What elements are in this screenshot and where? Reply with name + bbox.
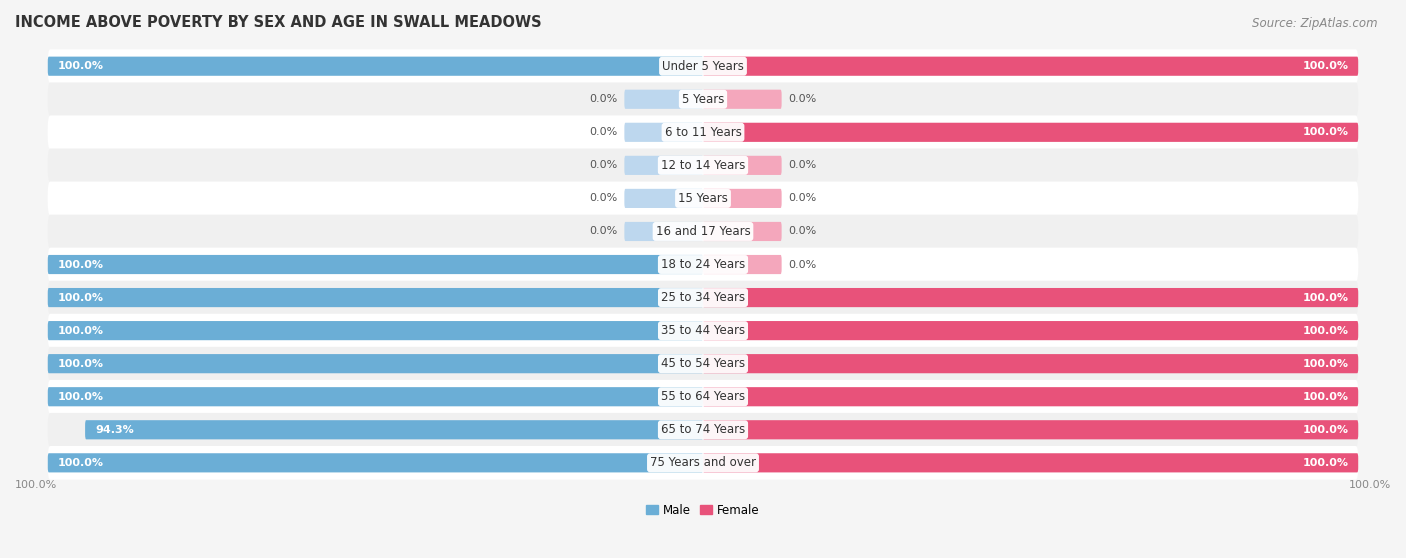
Text: 0.0%: 0.0% [789, 227, 817, 237]
FancyBboxPatch shape [703, 156, 782, 175]
FancyBboxPatch shape [624, 90, 703, 109]
FancyBboxPatch shape [48, 248, 1358, 281]
Text: 100.0%: 100.0% [1302, 425, 1348, 435]
Text: 100.0%: 100.0% [58, 359, 104, 369]
FancyBboxPatch shape [624, 189, 703, 208]
FancyBboxPatch shape [48, 281, 1358, 314]
Text: 0.0%: 0.0% [589, 227, 617, 237]
FancyBboxPatch shape [48, 446, 1358, 480]
FancyBboxPatch shape [703, 387, 1358, 406]
Legend: Male, Female: Male, Female [647, 504, 759, 517]
FancyBboxPatch shape [703, 288, 1358, 307]
FancyBboxPatch shape [48, 148, 1358, 182]
Text: 65 to 74 Years: 65 to 74 Years [661, 424, 745, 436]
FancyBboxPatch shape [703, 354, 1358, 373]
Text: 0.0%: 0.0% [589, 194, 617, 204]
FancyBboxPatch shape [48, 380, 1358, 413]
FancyBboxPatch shape [48, 413, 1358, 446]
Text: 16 and 17 Years: 16 and 17 Years [655, 225, 751, 238]
Text: 25 to 34 Years: 25 to 34 Years [661, 291, 745, 304]
FancyBboxPatch shape [48, 314, 1358, 348]
FancyBboxPatch shape [48, 181, 1358, 215]
Text: 0.0%: 0.0% [589, 160, 617, 170]
Text: 100.0%: 100.0% [1302, 392, 1348, 402]
Text: 100.0%: 100.0% [58, 392, 104, 402]
Text: 45 to 54 Years: 45 to 54 Years [661, 357, 745, 370]
Text: 94.3%: 94.3% [96, 425, 134, 435]
Text: 100.0%: 100.0% [1302, 359, 1348, 369]
Text: 0.0%: 0.0% [789, 194, 817, 204]
FancyBboxPatch shape [48, 453, 703, 473]
Text: 75 Years and over: 75 Years and over [650, 456, 756, 469]
Text: 100.0%: 100.0% [1348, 480, 1391, 490]
Text: 12 to 14 Years: 12 to 14 Years [661, 159, 745, 172]
FancyBboxPatch shape [48, 288, 703, 307]
FancyBboxPatch shape [48, 321, 703, 340]
Text: Under 5 Years: Under 5 Years [662, 60, 744, 73]
FancyBboxPatch shape [48, 255, 703, 274]
Text: 100.0%: 100.0% [1302, 458, 1348, 468]
Text: 5 Years: 5 Years [682, 93, 724, 106]
Text: 100.0%: 100.0% [58, 61, 104, 71]
FancyBboxPatch shape [48, 83, 1358, 116]
Text: 100.0%: 100.0% [58, 259, 104, 270]
Text: 100.0%: 100.0% [1302, 127, 1348, 137]
FancyBboxPatch shape [703, 321, 1358, 340]
Text: 100.0%: 100.0% [58, 458, 104, 468]
FancyBboxPatch shape [624, 222, 703, 241]
Text: 100.0%: 100.0% [58, 292, 104, 302]
FancyBboxPatch shape [86, 420, 703, 439]
Text: 6 to 11 Years: 6 to 11 Years [665, 126, 741, 139]
Text: 100.0%: 100.0% [58, 326, 104, 335]
Text: 0.0%: 0.0% [789, 259, 817, 270]
Text: INCOME ABOVE POVERTY BY SEX AND AGE IN SWALL MEADOWS: INCOME ABOVE POVERTY BY SEX AND AGE IN S… [15, 15, 541, 30]
FancyBboxPatch shape [703, 255, 782, 274]
Text: 0.0%: 0.0% [789, 160, 817, 170]
Text: 55 to 64 Years: 55 to 64 Years [661, 390, 745, 403]
FancyBboxPatch shape [703, 90, 782, 109]
FancyBboxPatch shape [48, 116, 1358, 149]
FancyBboxPatch shape [624, 156, 703, 175]
Text: 100.0%: 100.0% [1302, 326, 1348, 335]
Text: 15 Years: 15 Years [678, 192, 728, 205]
FancyBboxPatch shape [703, 222, 782, 241]
FancyBboxPatch shape [48, 215, 1358, 248]
Text: 100.0%: 100.0% [1302, 292, 1348, 302]
FancyBboxPatch shape [703, 420, 1358, 439]
Text: 35 to 44 Years: 35 to 44 Years [661, 324, 745, 337]
FancyBboxPatch shape [703, 189, 782, 208]
Text: 18 to 24 Years: 18 to 24 Years [661, 258, 745, 271]
FancyBboxPatch shape [703, 123, 1358, 142]
Text: 0.0%: 0.0% [789, 94, 817, 104]
FancyBboxPatch shape [624, 123, 703, 142]
FancyBboxPatch shape [48, 347, 1358, 381]
FancyBboxPatch shape [48, 387, 703, 406]
Text: 100.0%: 100.0% [1302, 61, 1348, 71]
Text: 0.0%: 0.0% [589, 127, 617, 137]
FancyBboxPatch shape [48, 56, 703, 76]
FancyBboxPatch shape [48, 49, 1358, 83]
FancyBboxPatch shape [703, 56, 1358, 76]
FancyBboxPatch shape [703, 453, 1358, 473]
Text: Source: ZipAtlas.com: Source: ZipAtlas.com [1253, 17, 1378, 30]
Text: 0.0%: 0.0% [589, 94, 617, 104]
FancyBboxPatch shape [48, 354, 703, 373]
Text: 100.0%: 100.0% [15, 480, 58, 490]
